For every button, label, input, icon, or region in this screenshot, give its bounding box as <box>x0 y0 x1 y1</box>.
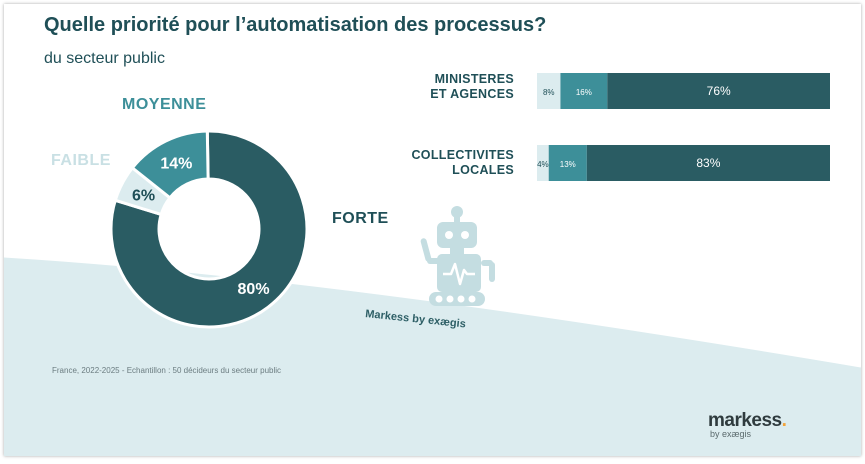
bar-segment-ministeres-et-agences-0 <box>537 73 561 109</box>
donut-slice-moyenne <box>130 129 210 200</box>
bar-value-label-collectivites-locales-2: 83% <box>696 156 720 170</box>
donut-label-forte: FORTE <box>332 210 389 227</box>
bar-segment-collectivites-locales-2 <box>586 145 830 181</box>
bar-segment-ministeres-et-agences-1 <box>560 73 608 109</box>
bar-value-label-collectivites-locales-0: 4% <box>537 160 549 169</box>
logo-dot: . <box>781 410 787 431</box>
bar-row-label-ministeres: MINISTERES ET AGENCES <box>284 72 514 102</box>
donut-label-faible: FAIBLE <box>51 152 111 169</box>
donut-slice-forte <box>109 129 309 329</box>
bar-value-label-collectivites-locales-1: 13% <box>560 160 576 169</box>
donut-value-label-moyenne: 14% <box>160 156 192 173</box>
page-title: Quelle priorité pour l’automatisation de… <box>44 14 547 36</box>
infographic-card: Quelle priorité pour l’automatisation de… <box>4 4 861 456</box>
page-subtitle: du secteur public <box>44 50 165 67</box>
logo-name: markess <box>708 410 782 431</box>
logo-subtitle: by exægis <box>710 429 752 439</box>
robot-icon <box>420 206 495 306</box>
donut-value-label-forte: 80% <box>238 281 270 298</box>
bar-row-label-line: ET AGENCES <box>430 87 514 101</box>
bar-segment-collectivites-locales-0 <box>537 145 549 181</box>
bar-row-label-line: MINISTERES <box>434 72 514 86</box>
donut-value-label-faible: 6% <box>132 187 155 204</box>
bar-value-label-ministeres-et-agences-1: 16% <box>576 88 592 97</box>
bar-segment-ministeres-et-agences-2 <box>607 73 830 109</box>
bar-row-label-collectivites: COLLECTIVITES LOCALES <box>284 148 514 178</box>
bar-row-label-line: COLLECTIVITES <box>411 148 514 162</box>
bar-row-label-line: LOCALES <box>452 163 514 177</box>
bar-segment-collectivites-locales-1 <box>548 145 587 181</box>
markess-logo: markess. by exægis <box>708 410 787 439</box>
bar-value-label-ministeres-et-agences-0: 8% <box>543 88 555 97</box>
footnote: France, 2022-2025 - Echantillon : 50 déc… <box>52 366 282 375</box>
priority-donut-chart: 80% 6% 14% <box>109 129 309 329</box>
bar-value-label-ministeres-et-agences-2: 76% <box>707 84 731 98</box>
stacked-bar-chart: 8% 16% 76% 4% 13% 83% <box>537 73 830 181</box>
donut-label-moyenne: MOYENNE <box>122 96 207 113</box>
